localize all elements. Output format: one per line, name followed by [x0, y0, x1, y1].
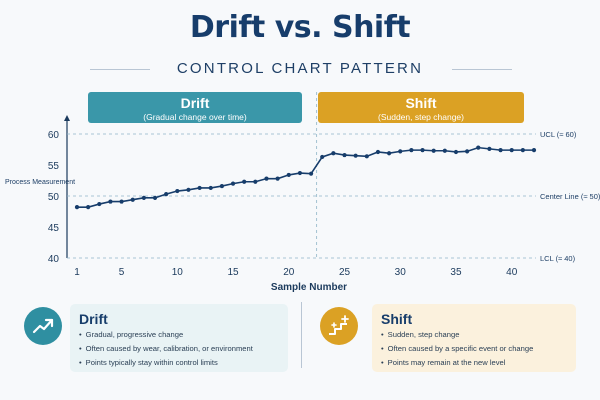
- data-point: [409, 148, 414, 153]
- shift-card: Shift Sudden, step change Often caused b…: [372, 304, 576, 372]
- subtitle-rule-left: [90, 69, 150, 70]
- data-point: [453, 149, 459, 155]
- control-limit-label: Center Line (≈ 50): [540, 192, 600, 201]
- y-tick-label: 50: [48, 192, 60, 203]
- data-point: [509, 148, 514, 153]
- y-tick-label: 60: [48, 130, 60, 141]
- data-point: [97, 201, 102, 207]
- data-point: [186, 187, 191, 192]
- data-point: [431, 148, 436, 153]
- data-point: [386, 151, 392, 156]
- data-point: [264, 176, 269, 181]
- data-point: [498, 148, 503, 153]
- list-item: Often caused by a specific event or chan…: [381, 342, 534, 356]
- control-limit-label: UCL (≈ 60): [540, 130, 577, 139]
- card-divider: [301, 302, 302, 368]
- x-tick-label: 5: [119, 267, 125, 278]
- shift-card-title: Shift: [381, 311, 413, 327]
- shift-banner-subtitle: (Sudden, step change): [377, 112, 464, 122]
- list-item: Often caused by wear, calibration, or en…: [79, 342, 253, 356]
- drift-card-title: Drift: [79, 311, 108, 327]
- y-axis-label: Process Measurement: [5, 179, 76, 186]
- data-point: [286, 172, 291, 178]
- x-tick-label: 10: [172, 267, 184, 278]
- x-tick-label: 30: [395, 267, 407, 278]
- data-point: [442, 148, 447, 153]
- data-point: [375, 149, 381, 155]
- data-point: [420, 148, 425, 153]
- data-point: [242, 179, 247, 184]
- data-point: [130, 197, 135, 202]
- data-point: [275, 176, 280, 181]
- x-tick-label: 20: [283, 267, 295, 278]
- drift-banner-title: Drift: [180, 95, 210, 111]
- data-point: [86, 205, 91, 210]
- data-point: [175, 188, 180, 194]
- data-point: [108, 199, 113, 204]
- list-item: Gradual, progressive change: [79, 328, 253, 342]
- data-point: [141, 195, 146, 200]
- shift-icon-badge: [320, 307, 358, 345]
- x-tick-label: 40: [506, 267, 518, 278]
- data-point: [152, 195, 158, 200]
- trend-up-icon: [32, 318, 54, 334]
- list-item: Sudden, step change: [381, 328, 533, 342]
- drift-card-list: Gradual, progressive change Often caused…: [79, 328, 253, 370]
- data-point: [353, 153, 358, 158]
- data-point: [308, 171, 314, 176]
- drift-banner-subtitle: (Gradual change over time): [143, 112, 247, 122]
- data-point: [253, 179, 258, 184]
- data-point: [297, 170, 303, 176]
- data-point: [119, 199, 124, 204]
- x-tick-label: 35: [450, 267, 462, 278]
- drift-card: Drift Gradual, progressive change Often …: [70, 304, 288, 372]
- subtitle-rule-right: [452, 69, 512, 70]
- data-point: [531, 148, 537, 153]
- control-limit-label: LCL (≈ 40): [540, 254, 576, 263]
- data-point: [520, 148, 525, 153]
- subtitle-row: CONTROL CHART PATTERN: [0, 58, 600, 80]
- x-tick-label: 15: [227, 267, 239, 278]
- x-tick-label: 25: [339, 267, 351, 278]
- page-title: Drift vs. Shift: [189, 10, 411, 45]
- drift-banner: Drift (Gradual change over time): [88, 92, 302, 123]
- shift-card-list: Sudden, step change Often caused by a sp…: [381, 328, 534, 370]
- data-point: [487, 146, 492, 151]
- y-tick-label: 55: [48, 161, 60, 172]
- x-tick-label: 1: [74, 267, 80, 278]
- page-subtitle: CONTROL CHART PATTERN: [176, 60, 424, 77]
- data-point: [331, 151, 336, 156]
- data-point: [465, 149, 470, 154]
- data-point: [398, 149, 403, 154]
- y-tick-label: 40: [48, 254, 60, 265]
- data-point: [208, 185, 213, 191]
- list-item: Points may remain at the new level: [381, 356, 533, 370]
- data-point: [476, 145, 481, 150]
- shift-banner-title: Shift: [405, 95, 437, 111]
- step-up-icon: [329, 315, 349, 335]
- data-point: [219, 183, 225, 189]
- data-point: [320, 154, 325, 160]
- data-point: [164, 192, 169, 197]
- data-point: [364, 154, 369, 159]
- data-point: [197, 185, 202, 191]
- drift-icon-badge: [24, 307, 62, 345]
- data-point: [230, 181, 236, 186]
- data-point: [74, 205, 80, 210]
- y-tick-label: 45: [48, 223, 60, 234]
- shift-banner: Shift (Sudden, step change): [318, 92, 524, 123]
- control-chart: UCL (≈ 60) Center Line (≈ 50) LCL (≈ 40) 40…: [48, 92, 600, 278]
- data-point: [342, 152, 347, 158]
- y-axis-arrow: [64, 115, 70, 121]
- x-axis-label: Sample Number: [270, 282, 348, 293]
- list-item: Points typically stay within control lim…: [79, 356, 253, 370]
